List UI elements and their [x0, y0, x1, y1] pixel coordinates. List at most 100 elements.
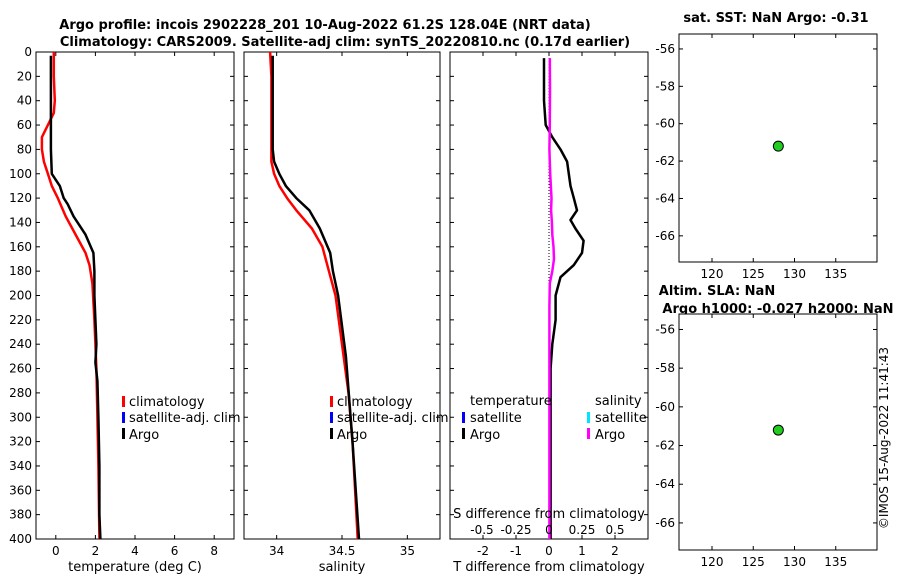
y-tick-label: 380: [9, 508, 32, 522]
sst-map-ticks: -56 -58 -60 -62 -64 -66 120 125 130 135: [655, 34, 877, 281]
sla-title: Altim. SLA: NaN: [659, 284, 775, 299]
temperature-xlabel: temperature (deg C): [68, 560, 202, 575]
y-tick-label: -62: [655, 154, 675, 168]
temperature-axes: [35, 51, 235, 540]
sla-map-ticks: -56 -58 -60 -62 -64 -66 120 125 130 135: [655, 314, 877, 569]
figure-title-line1: Argo profile: incois 2902228_201 10-Aug-…: [59, 18, 590, 33]
legend-swatch-argo: [330, 428, 333, 439]
x-tick-label: 2: [92, 544, 100, 558]
legend-label-t-argo: Argo: [470, 428, 500, 443]
y-tick-label: 400: [9, 532, 32, 546]
y-tick-label: 360: [9, 483, 32, 497]
y-tick-label: 40: [17, 94, 32, 108]
y-tick-label: 140: [9, 215, 32, 229]
x-tick-label: 120: [701, 267, 724, 281]
s-tick-label: 0: [545, 523, 553, 537]
sla-map-points: [772, 424, 784, 436]
s-tick-label: 0.5: [605, 523, 624, 537]
y-tick-label: 160: [9, 240, 32, 254]
x-tick-label: 4: [131, 544, 139, 558]
legend-label-satellite: satellite-adj. clim: [129, 411, 241, 426]
x-tick-label: 34.5: [329, 544, 356, 558]
sst-map-points: [772, 140, 784, 152]
y-tick-label: -66: [655, 229, 675, 243]
x-tick-label: 130: [783, 267, 806, 281]
legend-swatch-climatology: [330, 396, 333, 407]
y-tick-label: 280: [9, 386, 32, 400]
argo-height-title: Argo h1000: -0.027 h2000: NaN: [662, 302, 893, 317]
y-tick-label: 100: [9, 167, 32, 181]
y-tick-label: 0: [24, 45, 32, 59]
float-location-marker: [772, 424, 784, 436]
y-tick-label: -64: [655, 477, 675, 491]
s-tick-label: -0.5: [470, 523, 493, 537]
y-tick-label: 200: [9, 289, 32, 303]
y-tick-label: 80: [17, 142, 32, 156]
x-tick-label: 0: [545, 544, 553, 558]
x-tick-label: 34: [269, 544, 284, 558]
temperature-legend: climatology satellite-adj. clim Argo: [122, 395, 241, 443]
s-difference-label: S difference from climatology: [453, 507, 645, 522]
y-tick-label: -58: [655, 79, 675, 93]
series-line-argo: [271, 55, 361, 540]
y-tick-label: 240: [9, 337, 32, 351]
y-tick-label: -56: [655, 42, 675, 56]
y-tick-label: 340: [9, 459, 32, 473]
y-tick-label: 220: [9, 313, 32, 327]
x-tick-label: -2: [477, 544, 489, 558]
y-tick-label: 120: [9, 191, 32, 205]
figure-title-line2: Climatology: CARS2009. Satellite-adj cli…: [60, 35, 630, 50]
x-tick-label: 35: [400, 544, 415, 558]
temperature-ticks: 0204060801001201401601802002202402602803…: [9, 45, 234, 558]
temperature-lines: [40, 52, 102, 540]
x-tick-label: 125: [742, 555, 765, 569]
s-tick-label: 0.25: [569, 523, 596, 537]
x-tick-label: 8: [210, 544, 218, 558]
y-tick-label: -56: [655, 322, 675, 336]
x-tick-label: 135: [824, 555, 847, 569]
difference-ticks: -2 -1 0 1 2: [450, 51, 648, 558]
legend-title-temperature: temperature: [470, 394, 552, 409]
y-tick-label: 260: [9, 362, 32, 376]
float-location-marker: [772, 140, 784, 152]
legend-label-climatology: climatology: [129, 395, 205, 410]
series-line-climatology: [268, 51, 359, 540]
x-tick-label: 120: [701, 555, 724, 569]
x-tick-label: 1: [578, 544, 586, 558]
legend-swatch-satellite: [330, 412, 333, 423]
series-line-argo: [49, 55, 102, 540]
salinity-ticks: 34 34.5 35: [244, 51, 440, 558]
legend-label-argo: Argo: [337, 428, 367, 443]
salinity-xlabel: salinity: [319, 560, 366, 575]
legend-swatch-t-argo: [462, 428, 465, 439]
legend-swatch-argo: [122, 428, 125, 439]
legend-label-s-argo: Argo: [595, 428, 625, 443]
salinity-lines: [268, 51, 361, 540]
x-tick-label: 135: [824, 267, 847, 281]
difference-legend: temperature satellite Argo salinity sate…: [462, 394, 647, 443]
legend-label-satellite: satellite-adj. clim: [337, 411, 449, 426]
y-tick-label: 180: [9, 264, 32, 278]
y-tick-label: -66: [655, 516, 675, 530]
legend-label-s-satellite: satellite: [595, 411, 647, 426]
legend-label-climatology: climatology: [337, 395, 413, 410]
y-tick-label: -62: [655, 439, 675, 453]
y-tick-label: -64: [655, 191, 675, 205]
series-line-s-argo: [548, 58, 556, 539]
legend-label-t-satellite: satellite: [470, 411, 522, 426]
s-difference-ticks: -0.5 -0.25 0 0.25 0.5: [470, 523, 624, 537]
y-tick-label: 320: [9, 435, 32, 449]
x-tick-label: -1: [510, 544, 522, 558]
legend-swatch-t-satellite: [462, 412, 465, 423]
x-tick-label: 125: [742, 267, 765, 281]
legend-label-argo: Argo: [129, 428, 159, 443]
legend-title-salinity: salinity: [595, 394, 642, 409]
legend-swatch-s-satellite: [587, 412, 590, 423]
imos-timestamp: ©IMOS 15-Aug-2022 11:41:43: [877, 347, 891, 529]
difference-lines: [542, 58, 585, 539]
legend-swatch-satellite: [122, 412, 125, 423]
salinity-legend: climatology satellite-adj. clim Argo: [330, 395, 449, 443]
y-tick-label: -60: [655, 117, 675, 131]
x-tick-label: 2: [611, 544, 619, 558]
